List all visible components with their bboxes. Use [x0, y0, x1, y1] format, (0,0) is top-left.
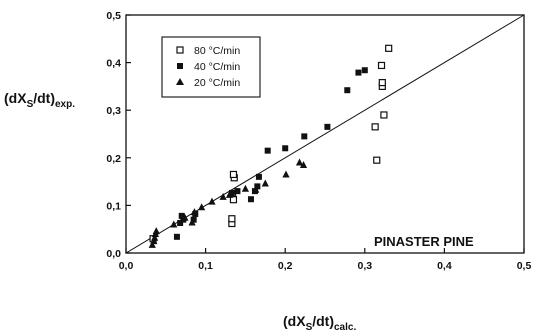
data-point-series-2: [254, 183, 261, 190]
data-point-series-2: [355, 69, 362, 76]
y-axis-label: (dXS/dt)exp.: [4, 90, 75, 110]
data-point-series-3: [152, 227, 160, 235]
y-tick-label: 0,4: [106, 58, 121, 70]
data-point-series-3: [208, 197, 216, 205]
y-tick-label: 0,0: [106, 248, 121, 260]
plot-frame: [125, 14, 525, 254]
data-point-series-3: [295, 158, 304, 166]
data-point-series-2: [264, 147, 271, 154]
legend-marker-20: [176, 78, 184, 85]
data-point-series-3: [198, 203, 206, 211]
data-point-series-1: [378, 78, 386, 87]
data-point-series-3: [190, 208, 199, 216]
data-point-series-1: [228, 215, 236, 223]
data-point-series-1: [377, 61, 386, 70]
data-point-series-3: [299, 160, 308, 168]
data-point-series-3: [261, 179, 269, 187]
data-point-series-3: [282, 170, 290, 178]
data-point-series-2: [178, 212, 185, 219]
data-point-series-1: [371, 123, 379, 131]
data-point-series-3: [148, 240, 156, 248]
x-tick-label: 0,1: [198, 260, 213, 272]
axis-ticks: 0,0 0,1 0,2 0,3 0,4 0,5 0,0 0,1 0,2 0,3 0,4 0,5: [106, 10, 531, 272]
data-point-series-2: [228, 190, 235, 197]
data-point-series-3: [151, 233, 159, 241]
data-point-series-2: [282, 145, 289, 152]
y-tick-label: 0,1: [106, 200, 121, 212]
data-point-series-2: [177, 220, 184, 227]
data-point-series-3: [219, 192, 227, 200]
legend-label-20: 20 °C/min: [194, 77, 240, 89]
y-tick-label: 0,5: [106, 10, 121, 22]
species-annotation: PINASTER PINE: [374, 234, 474, 249]
data-point-series-1: [373, 156, 381, 164]
data-point-series-3: [225, 190, 234, 198]
data-point-series-3: [241, 184, 249, 192]
data-points: [148, 44, 393, 248]
y-tick-label: 0,2: [106, 153, 121, 165]
data-point-series-2: [173, 233, 180, 240]
data-point-series-1: [385, 44, 393, 52]
data-point-series-2: [361, 67, 368, 74]
x-axis-label: (dXS/dt)calc.: [283, 313, 356, 333]
legend-label-40: 40 °C/min: [194, 61, 240, 73]
data-point-series-3: [252, 185, 260, 193]
data-point-series-2: [190, 216, 197, 223]
x-tick-label: 0,4: [437, 260, 452, 272]
y-tick-label: 0,3: [106, 105, 121, 117]
data-point-series-2: [234, 188, 241, 195]
data-point-series-1: [380, 111, 388, 119]
x-tick-label: 0,5: [517, 260, 532, 272]
legend-marker-80: [176, 46, 184, 54]
data-point-series-3: [170, 220, 178, 228]
data-point-series-2: [344, 87, 351, 94]
legend-label-80: 80 °C/min: [194, 45, 240, 57]
x-tick-label: 0,3: [357, 260, 372, 272]
data-point-series-1: [229, 170, 238, 179]
x-tick-label: 0,0: [119, 260, 134, 272]
data-point-series-2: [324, 123, 331, 130]
data-point-series-2: [255, 173, 262, 180]
legend-marker-40: [177, 63, 183, 69]
data-point-series-2: [301, 133, 308, 140]
data-point-series-2: [247, 196, 254, 203]
legend: 80 °C/min 40 °C/min 20 °C/min: [161, 36, 261, 98]
data-point-series-3: [181, 213, 189, 221]
x-tick-label: 0,2: [278, 260, 293, 272]
data-point-series-3: [188, 218, 196, 226]
